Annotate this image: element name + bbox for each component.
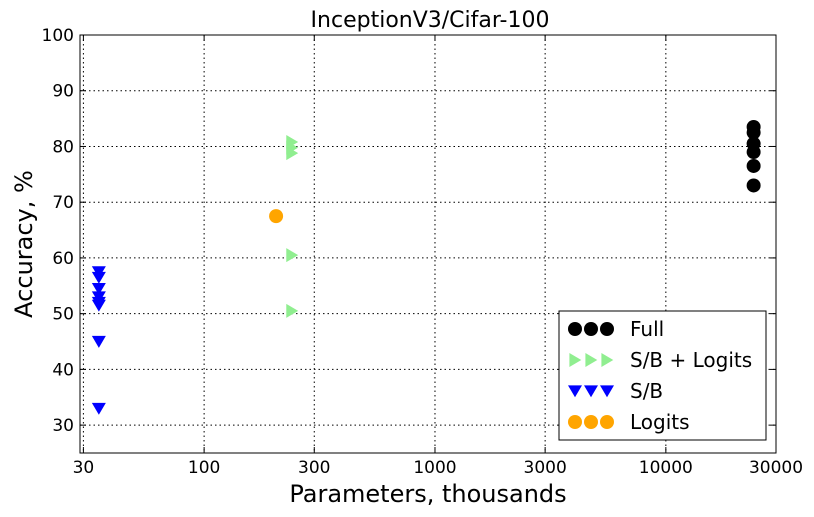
y-tick-label: 30 — [52, 416, 74, 436]
data-point-s-b-logits — [286, 248, 299, 263]
y-tick-label: 40 — [52, 360, 74, 380]
data-point-s-b — [91, 402, 106, 415]
x-tick-label: 30000 — [749, 458, 803, 478]
data-point-full — [746, 125, 761, 140]
legend: Full S/B + Logits S/B Logits — [558, 310, 767, 441]
legend-marker-full — [568, 322, 582, 336]
legend-label-full: Full — [630, 317, 664, 341]
x-axis-title: Parameters, thousands — [289, 480, 566, 508]
y-tick-label: 70 — [52, 193, 74, 213]
legend-marker-s-b-logits — [569, 353, 582, 367]
chart-title: InceptionV3/Cifar-100 — [311, 8, 550, 33]
x-tick-label: 10000 — [639, 458, 693, 478]
data-point-logits — [269, 209, 284, 224]
data-point-full — [746, 178, 761, 193]
data-point-s-b — [91, 335, 106, 348]
legend-label-s-b: S/B — [630, 379, 663, 403]
y-tick-label: 100 — [42, 26, 74, 46]
y-tick-label: 60 — [52, 249, 74, 269]
legend-marker-s-b — [584, 385, 598, 398]
y-tick-label: 80 — [52, 137, 74, 157]
legend-marker-s-b — [568, 385, 582, 398]
data-point-s-b-logits — [286, 146, 299, 161]
grid — [80, 35, 777, 453]
data-point-s-b-logits — [286, 303, 299, 318]
legend-marker-logits — [600, 415, 614, 429]
x-tick-label: 30 — [73, 458, 95, 478]
x-tick-label: 100 — [188, 458, 220, 478]
legend-marker-full — [600, 322, 614, 336]
data-point-s-b — [91, 271, 106, 284]
data-point-full — [746, 145, 761, 160]
data-points — [91, 119, 761, 415]
y-tick-label: 90 — [52, 82, 74, 102]
legend-label-logits: Logits — [630, 410, 690, 434]
y-axis-title: Accuracy, % — [10, 170, 38, 318]
legend-label-s-b-logits: S/B + Logits — [630, 348, 752, 372]
y-tick-label: 50 — [52, 305, 74, 325]
data-point-s-b — [91, 299, 106, 312]
legend-marker-logits — [568, 415, 582, 429]
legend-marker-s-b — [600, 385, 614, 398]
legend-marker-s-b-logits — [601, 353, 614, 367]
x-tick-label: 1000 — [413, 458, 456, 478]
legend-marker-s-b-logits — [585, 353, 598, 367]
plot-frame — [79, 34, 777, 454]
legend-marker-full — [584, 322, 598, 336]
data-point-full — [746, 158, 761, 173]
legend-marker-logits — [584, 415, 598, 429]
ticks: 30 100 300 1000 3000 10000 30000 30 40 50 60 70 80 90… — [42, 26, 804, 478]
x-tick-label: 3000 — [524, 458, 567, 478]
data-point-s-b — [91, 282, 106, 295]
x-tick-label: 300 — [298, 458, 330, 478]
